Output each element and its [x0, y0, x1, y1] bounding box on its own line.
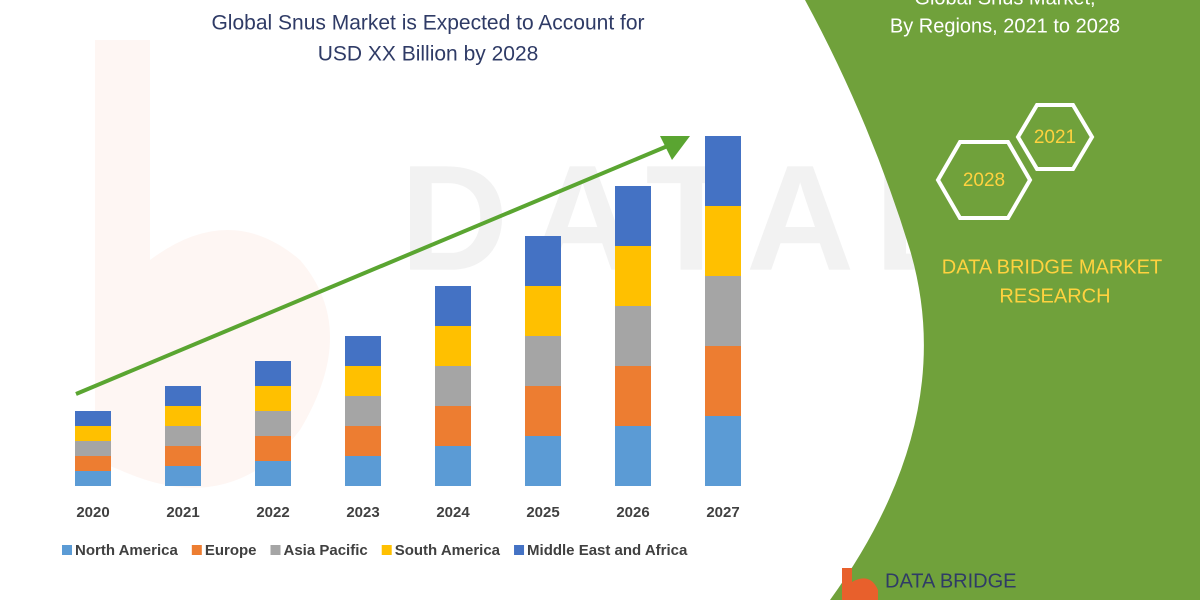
plot: 2020 2021 2022 2023 2024 2025 2026 2027: [75, 136, 741, 521]
bar-segment: [525, 436, 561, 486]
legend-swatch: [514, 545, 525, 555]
panel-title: By Regions, 2021 to 2028: [890, 15, 1120, 37]
bar-segment: [525, 286, 561, 336]
bar-segment: [615, 426, 651, 486]
bar-segment: [345, 336, 381, 366]
x-tick-label: 2027: [706, 504, 739, 521]
bar-segment: [255, 436, 291, 461]
bar-segment: [615, 366, 651, 426]
bar-segment: [435, 366, 471, 406]
bar-segment: [165, 426, 201, 446]
x-tick-label: 2024: [436, 504, 470, 521]
bar-segment: [345, 396, 381, 426]
chart-title: USD XX Billion by 2028: [318, 43, 539, 66]
legend-label: Europe: [205, 542, 257, 559]
logo-text: DATA BRIDGE: [885, 570, 1017, 592]
hexagon-year: 2021: [1034, 127, 1076, 148]
legend: North America Europe Asia Pacific South Ame…: [62, 542, 688, 559]
side-panel: [805, 0, 1200, 600]
legend-label: Asia Pacific: [284, 542, 368, 559]
bar-segment: [255, 461, 291, 486]
bar-segment: [525, 336, 561, 386]
legend-swatch: [270, 545, 281, 555]
bar-segment: [75, 471, 111, 486]
bar-segment: [165, 446, 201, 466]
x-tick-label: 2026: [616, 504, 649, 521]
bar-segment: [615, 246, 651, 306]
brand-text: RESEARCH: [999, 285, 1110, 307]
x-tick-label: 2020: [76, 504, 109, 521]
bar-segment: [435, 286, 471, 326]
arrow-head: [660, 136, 690, 160]
bar-segment: [435, 406, 471, 446]
bar-segment: [75, 411, 111, 426]
chart-title: Global Snus Market is Expected to Accoun…: [211, 12, 644, 35]
bar-segment: [75, 426, 111, 441]
bar-segment: [75, 456, 111, 471]
x-tick-label: 2022: [256, 504, 289, 521]
logo-icon: [842, 568, 878, 600]
bar-segment: [255, 411, 291, 436]
brand-text: DATA BRIDGE MARKET: [942, 256, 1162, 278]
bar-segment: [255, 386, 291, 411]
bar-segment: [75, 441, 111, 456]
legend-label: South America: [395, 542, 501, 559]
x-tick-label: 2023: [346, 504, 379, 521]
bar-segment: [615, 186, 651, 246]
bar-segment: [435, 446, 471, 486]
bar-segment: [525, 386, 561, 436]
bar-segment: [165, 406, 201, 426]
bar-segment: [435, 326, 471, 366]
bar-segment: [705, 136, 741, 206]
bar-segment: [165, 466, 201, 486]
bar-segment: [705, 206, 741, 276]
legend-swatch: [191, 545, 202, 555]
hexagon: [935, 140, 1033, 220]
bar-segment: [345, 366, 381, 396]
bar-segment: [705, 276, 741, 346]
legend-swatch: [62, 545, 72, 555]
bar-segment: [705, 416, 741, 486]
bar-segment: [345, 456, 381, 486]
bar-segment: [525, 236, 561, 286]
trend-arrow: [75, 143, 671, 396]
bar-segment: [615, 306, 651, 366]
bar-segment: [705, 346, 741, 416]
hexagon: [1015, 103, 1095, 171]
bar-segment: [345, 426, 381, 456]
legend-label: North America: [75, 542, 178, 559]
x-tick-label: 2021: [166, 504, 199, 521]
legend-label: Middle East and Africa: [527, 542, 688, 559]
panel-title: Global Snus Market,: [914, 0, 1095, 9]
legend-swatch: [381, 545, 392, 555]
hexagon-year: 2028: [963, 170, 1005, 191]
bar-segment: [165, 386, 201, 406]
x-tick-label: 2025: [526, 504, 559, 521]
bar-segment: [255, 361, 291, 386]
